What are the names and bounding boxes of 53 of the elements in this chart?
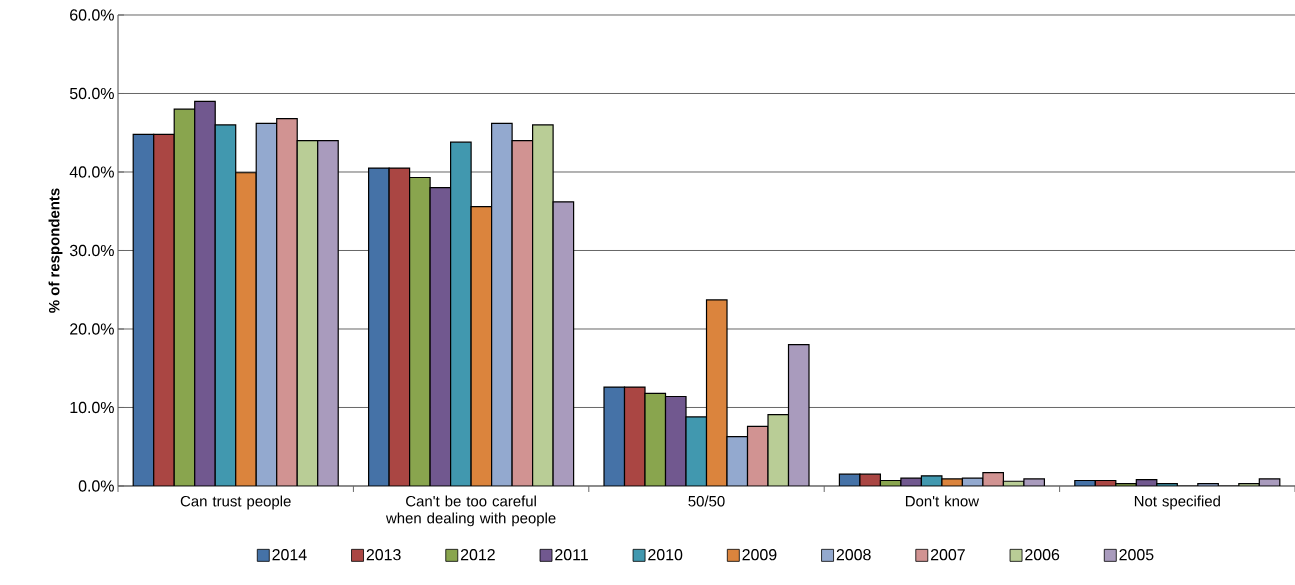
- y-tick-label: 20.0%: [70, 323, 114, 335]
- legend-label: 2014: [272, 549, 307, 561]
- bar: [174, 109, 195, 486]
- bar: [194, 101, 216, 486]
- x-tick-label: Not specified: [1134, 495, 1220, 510]
- y-tick-label: 0.0%: [78, 480, 114, 492]
- legend-label: 2012: [460, 549, 495, 561]
- bar: [450, 142, 472, 486]
- bar: [768, 414, 789, 486]
- bar: [553, 201, 574, 486]
- bar: [512, 140, 533, 486]
- bar: [133, 134, 154, 486]
- bar: [727, 436, 748, 486]
- bar: [491, 123, 513, 486]
- bar: [624, 387, 646, 486]
- bar: [532, 124, 554, 486]
- y-axis-title: % of respondents: [48, 188, 63, 313]
- legend-label: 2006: [1025, 549, 1060, 561]
- legend-label: 2005: [1119, 549, 1154, 561]
- x-tick-label: Can't be too careful when dealing with people: [385, 495, 556, 527]
- y-tick-label: 50.0%: [69, 87, 114, 100]
- x-tick-label: 50/50: [688, 495, 725, 507]
- legend-label: 2013: [366, 549, 401, 561]
- bar: [256, 123, 277, 486]
- bar: [604, 387, 625, 486]
- x-tick-label: Can trust people: [180, 495, 291, 510]
- bar: [706, 299, 728, 486]
- bar: [409, 177, 431, 486]
- y-tick-label: 60.0%: [70, 9, 114, 21]
- y-tick-label: 10.0%: [70, 401, 114, 414]
- y-tick-label: 40.0%: [69, 166, 114, 178]
- bar: [471, 206, 492, 486]
- bar: [430, 187, 451, 486]
- bar: [215, 124, 236, 486]
- legend-label: 2008: [836, 549, 871, 561]
- bar: [317, 140, 339, 486]
- bar: [368, 168, 390, 486]
- legend-label: 2011: [555, 549, 588, 561]
- bar: [389, 168, 410, 486]
- bar: [276, 118, 298, 486]
- bar: [665, 396, 687, 486]
- bar: [645, 393, 666, 486]
- bar: [153, 134, 175, 486]
- bar: [297, 140, 318, 486]
- bar: [788, 344, 810, 486]
- x-tick-label: Don't know: [905, 495, 980, 507]
- legend-label: 2009: [742, 549, 777, 561]
- legend-label: 2010: [648, 549, 683, 561]
- bar: [235, 172, 257, 486]
- legend-label: 2007: [930, 549, 965, 561]
- bar: [747, 426, 769, 486]
- y-tick-label: 30.0%: [69, 244, 114, 257]
- bar: [686, 416, 707, 486]
